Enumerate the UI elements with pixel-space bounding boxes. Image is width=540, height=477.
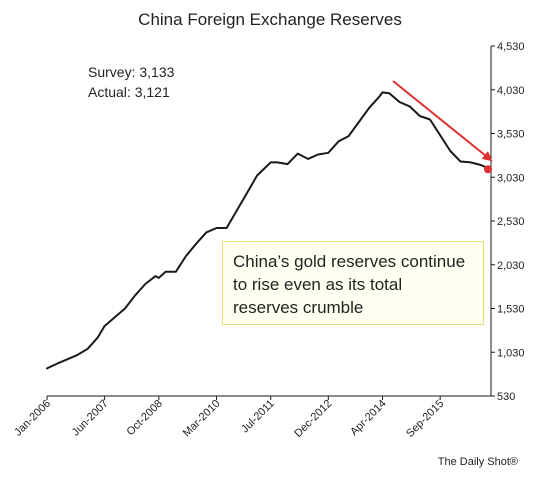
x-tick-label: Jan-2006 bbox=[12, 398, 53, 439]
survey-label: Survey: 3,133 bbox=[88, 64, 175, 80]
annotation-line-3: reserves crumble bbox=[233, 298, 364, 317]
y-tick-label: 4,030 bbox=[497, 85, 525, 97]
annotation-line-2: to rise even as its total bbox=[233, 275, 403, 294]
x-tick-label: Apr-2014 bbox=[348, 398, 388, 438]
y-tick-label: 2,030 bbox=[497, 260, 525, 272]
x-tick-label: Mar-2010 bbox=[181, 398, 223, 440]
y-tick-label: 530 bbox=[497, 391, 515, 403]
source-credit: The Daily Shot® bbox=[437, 456, 518, 468]
y-axis-ticks: 4,530 4,030 3,530 3,030 2,530 2,030 1,530 1,030… bbox=[491, 41, 525, 403]
x-tick-label: Sep-2015 bbox=[404, 398, 446, 440]
y-tick-label: 3,030 bbox=[497, 172, 525, 184]
x-tick-label: Dec-2012 bbox=[292, 398, 334, 440]
chart-title: China Foreign Exchange Reserves bbox=[138, 10, 402, 29]
x-axis-ticks: Jan-2006 Jun-2007 Oct-2008 Mar-2010 Jul-2011… bbox=[12, 396, 446, 440]
actual-label: Actual: 3,121 bbox=[88, 84, 170, 100]
x-tick-label: Jul-2011 bbox=[239, 398, 277, 436]
y-tick-label: 1,030 bbox=[497, 347, 525, 359]
y-tick-label: 1,530 bbox=[497, 304, 525, 316]
y-tick-label: 2,530 bbox=[497, 216, 525, 228]
annotation-box: China’s gold reserves continue to rise e… bbox=[222, 241, 484, 325]
annotation-line-1: China’s gold reserves continue bbox=[233, 252, 466, 271]
x-tick-label: Jun-2007 bbox=[70, 398, 111, 439]
y-tick-label: 4,530 bbox=[497, 41, 525, 53]
y-tick-label: 3,530 bbox=[497, 129, 525, 141]
trend-arrow bbox=[392, 80, 493, 162]
last-point-marker bbox=[484, 165, 492, 174]
x-tick-label: Oct-2008 bbox=[124, 398, 164, 438]
series-line-fx-reserves bbox=[46, 91, 492, 370]
